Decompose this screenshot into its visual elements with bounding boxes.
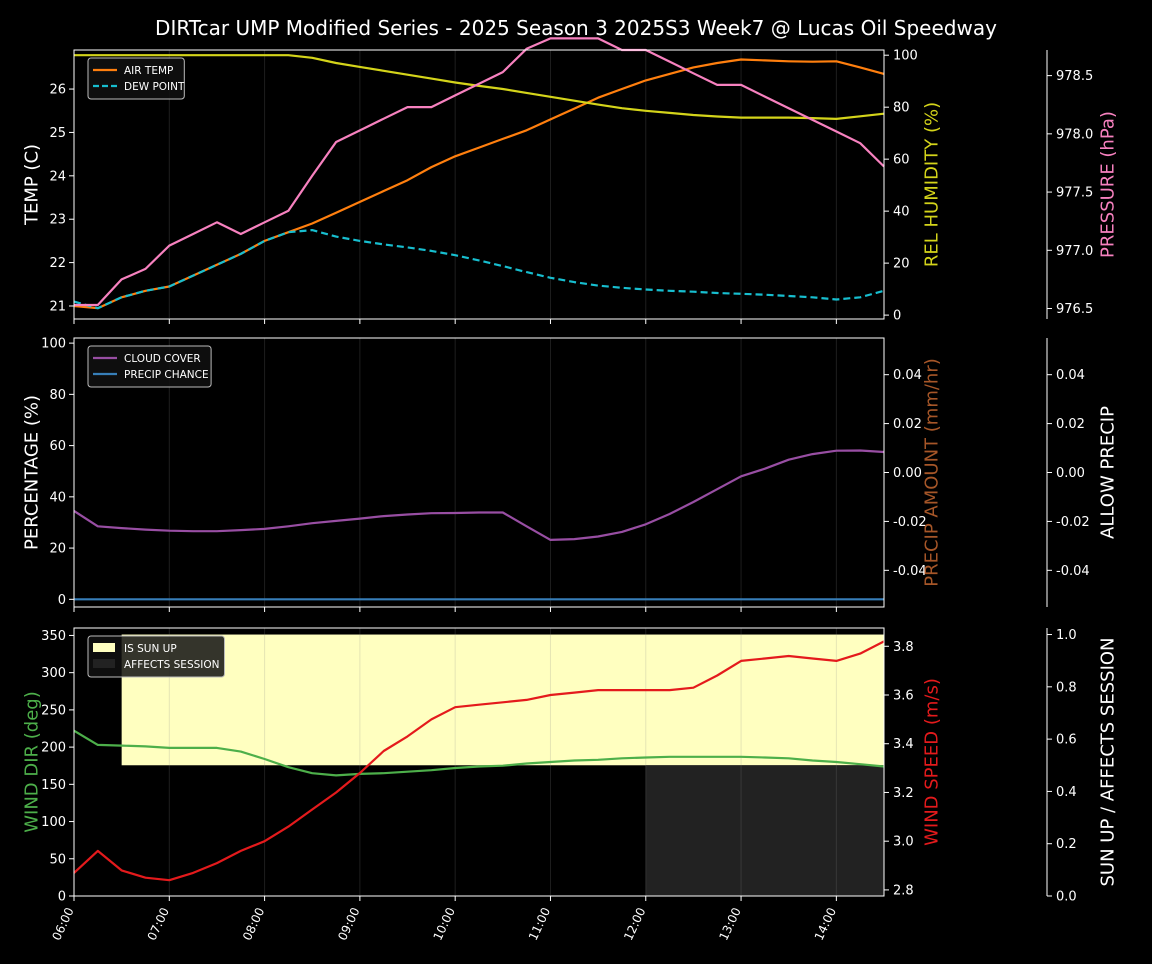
y-far-tick-label: 978.0	[1056, 127, 1093, 142]
legend-box	[87, 57, 185, 100]
series-dew-point	[73, 229, 885, 310]
y-right-tick-label: 0	[893, 309, 901, 324]
y-right-label: PRECIP AMOUNT (mm/hr)	[922, 358, 943, 587]
plot-area-1	[74, 50, 884, 319]
y-right-tick-label: 0.00	[893, 466, 922, 481]
y-far-label: ALLOW PRECIP	[1098, 406, 1119, 539]
legend: IS SUN UP AFFECTS SESSION	[87, 635, 225, 678]
legend-label-is-sun-up: IS SUN UP	[124, 643, 177, 655]
y-left-tick-label: 60	[49, 439, 66, 454]
y-far-tick-label: 977.5	[1056, 186, 1093, 201]
y-left-tick-label: 100	[41, 815, 66, 830]
y-left-tick-label: 300	[41, 666, 66, 681]
y-right-tick-label: -0.02	[893, 515, 927, 530]
y-far-tick-label: 0.2	[1056, 837, 1077, 852]
y-far-label: SUN UP / AFFECTS SESSION	[1098, 637, 1119, 886]
y-right-tick-label: 100	[893, 49, 918, 64]
y-far-tick-label: 977.0	[1056, 244, 1093, 259]
legend: CLOUD COVER PRECIP CHANCE	[87, 345, 212, 388]
legend-label-precip-chance: PRECIP CHANCE	[124, 369, 209, 381]
y-far-tick-label: 0.02	[1056, 417, 1085, 432]
y-far-tick-label: 0.4	[1056, 785, 1077, 800]
panels: 21 22 23 24 25 26 0 20 40 60 80 100 976.5 977.0 977.5 9…	[22, 37, 1119, 943]
y-left-tick-label: 50	[49, 852, 66, 867]
band-affects-session	[645, 765, 884, 896]
y-left-tick-label: 0	[58, 593, 66, 608]
y-right-tick-label: 3.2	[893, 786, 914, 801]
y-far-tick-label: 1.0	[1056, 628, 1077, 643]
plot-frame	[73, 49, 885, 320]
y-left-tick-label: 40	[49, 490, 66, 505]
panel-3: 06:00 07:00 08:00 09:00 10:00 11:00 12:00 13:00…	[22, 627, 1119, 943]
band-is-sun-up	[121, 634, 885, 766]
y-left-tick-label: 350	[41, 629, 66, 644]
y-far-tick-label: 0.04	[1056, 368, 1085, 383]
legend-box	[87, 345, 212, 388]
y-left-tick-label: 24	[49, 169, 66, 184]
series-cloud-cover	[73, 449, 885, 542]
legend-label-dew-point: DEW POINT	[124, 81, 185, 93]
y-right-tick-label: 20	[893, 257, 910, 272]
y-left-tick-label: 100	[41, 337, 66, 352]
panel-2: 0 20 40 60 80 100 -0.04 -0.02 0.00 0.02 0.04 -0.04 -…	[22, 337, 1119, 612]
y-left-label: PERCENTAGE (%)	[22, 395, 43, 550]
plot-frame	[73, 627, 885, 897]
y-left-tick-label: 26	[49, 83, 66, 98]
y-right-label: WIND SPEED (m/s)	[922, 678, 943, 846]
y-left-tick-label: 23	[49, 213, 66, 228]
y-far-tick-label: -0.02	[1056, 515, 1090, 530]
y-far-tick-label: 976.5	[1056, 302, 1093, 317]
series-pressure	[74, 37, 885, 307]
series-wind-dir	[73, 729, 885, 777]
y-right-tick-label: 60	[893, 153, 910, 168]
y-right-tick-label: 3.8	[893, 640, 914, 655]
y-left-tick-label: 80	[49, 388, 66, 403]
y-far-tick-label: 0.6	[1056, 733, 1077, 748]
y-right-tick-label: 0.02	[893, 417, 922, 432]
legend-swatch-affects-session	[93, 659, 115, 668]
panel-1: 21 22 23 24 25 26 0 20 40 60 80 100 976.5 977.0 977.5 9…	[22, 37, 1119, 324]
y-right-tick-label: 3.6	[893, 689, 914, 704]
y-left-tick-label: 25	[49, 126, 66, 141]
y-far-tick-label: 0.8	[1056, 680, 1077, 695]
legend-swatch-is-sun-up	[93, 643, 115, 652]
y-far-tick-label: -0.04	[1056, 564, 1090, 579]
y-far-tick-label: 0.0	[1056, 890, 1077, 905]
y-right-tick-label: 80	[893, 101, 910, 116]
y-left-tick-label: 22	[49, 256, 66, 271]
y-right-tick-label: 3.0	[893, 835, 914, 850]
chart-title: DIRTcar UMP Modified Series - 2025 Seaso…	[155, 16, 997, 40]
y-left-tick-label: 21	[49, 299, 66, 314]
y-left-tick-label: 150	[41, 778, 66, 793]
y-left-tick-label: 250	[41, 703, 66, 718]
legend: AIR TEMP DEW POINT	[87, 57, 185, 100]
y-far-tick-label: 978.5	[1056, 69, 1093, 84]
y-left-tick-label: 20	[49, 542, 66, 557]
y-left-tick-label: 0	[58, 890, 66, 905]
y-right-tick-label: 40	[893, 205, 910, 220]
series-rel-humidity	[74, 54, 885, 121]
legend-box	[87, 635, 225, 678]
y-right-tick-label: -0.04	[893, 564, 927, 579]
series-wind-speed	[73, 640, 885, 882]
y-left-label: WIND DIR (deg)	[22, 691, 43, 833]
y-left-tick-label: 200	[41, 741, 66, 756]
y-right-tick-label: 3.4	[893, 737, 914, 752]
y-right-tick-label: 0.04	[893, 368, 922, 383]
y-far-tick-label: 0.00	[1056, 466, 1085, 481]
legend-label-air-temp: AIR TEMP	[124, 65, 173, 77]
legend-label-cloud-cover: CLOUD COVER	[124, 353, 201, 365]
y-right-tick-label: 2.8	[893, 883, 914, 898]
y-left-label: TEMP (C)	[22, 144, 43, 226]
y-far-label: PRESSURE (hPa)	[1098, 111, 1119, 258]
y-right-label: REL HUMIDITY (%)	[922, 102, 943, 267]
legend-label-affects-session: AFFECTS SESSION	[124, 659, 220, 671]
